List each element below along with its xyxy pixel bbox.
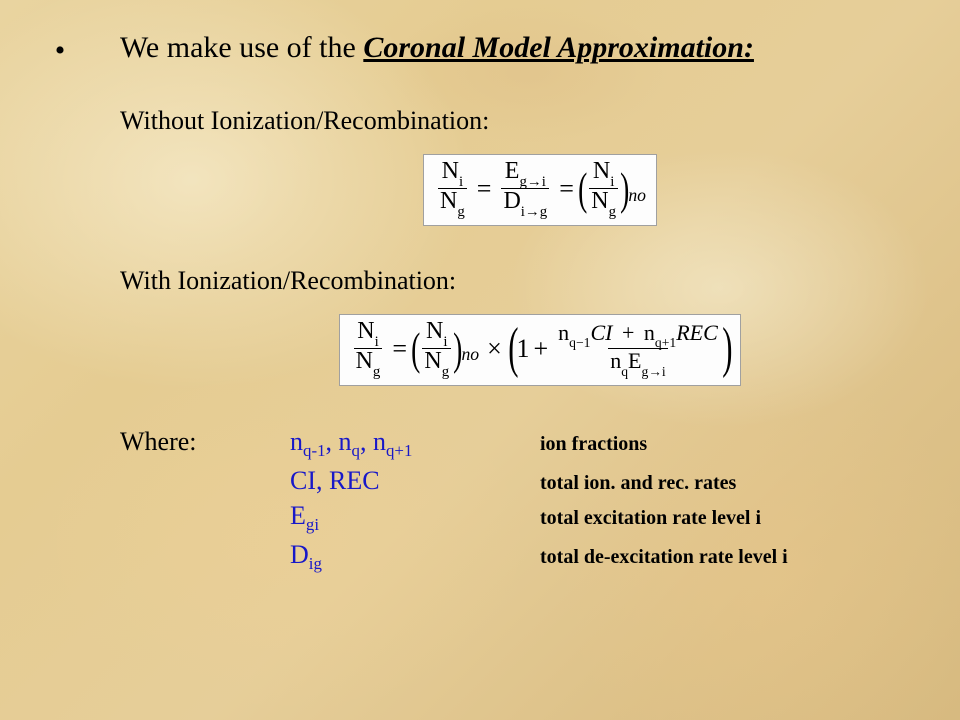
where-sym-1: CI, REC xyxy=(290,463,540,498)
eq2-db: E xyxy=(628,348,641,373)
where-desc-3: total de-excitation rate level i xyxy=(540,544,788,571)
eq1-rhs-den: N xyxy=(591,188,608,214)
eq1-mid-den-sub: i→g xyxy=(521,204,547,220)
eq2-p1-num-sub: i xyxy=(443,334,447,350)
eq1-mid-num-sub: g→i xyxy=(519,174,545,190)
eq1-lhs-num-sub: i xyxy=(459,174,463,190)
equation-2-wrap: Ni Ng = ( Ni Ng ) no × xyxy=(120,314,960,386)
eq1-rhs-num-sub: i xyxy=(610,174,614,190)
eq2-na-rate: CI xyxy=(590,320,612,345)
eq2-lhs-den-sub: g xyxy=(373,364,380,380)
eq1-equals-1: = xyxy=(477,174,492,204)
big-rparen-icon: ) xyxy=(722,326,732,371)
where-sym-0: nq-1, nq, nq+1 xyxy=(290,424,540,463)
eq2-nb-rate: REC xyxy=(676,320,718,345)
eq2-plus: + xyxy=(533,334,548,364)
heading-prefix: We make use of the xyxy=(120,31,363,64)
eq1-rhs-outer-sub: no xyxy=(628,185,646,206)
where-row-2: Egi total excitation rate level i xyxy=(120,498,960,537)
equation-1-wrap: Ni Ng = Eg→i Di→g = ( Ni Ng xyxy=(120,154,960,226)
eq1-mid-num: E xyxy=(505,158,520,184)
eq2-da-sub: q xyxy=(621,364,628,379)
where-row-0: Where: nq-1, nq, nq+1 ion fractions xyxy=(120,424,960,463)
where-desc-0: ion fractions xyxy=(540,431,647,458)
eq1-lhs-den: N xyxy=(440,188,457,214)
eq2-p1-num: N xyxy=(426,318,443,344)
eq2-na: n xyxy=(558,320,569,345)
eq1-rhs: ( Ni Ng ) no xyxy=(580,159,646,219)
slide-body: Without Ionization/Recombination: Ni Ng … xyxy=(120,106,960,576)
section-with: With Ionization/Recombination: Ni Ng = (… xyxy=(120,266,960,386)
eq1-rhs-frac: Ni Ng xyxy=(589,159,618,219)
eq1-rhs-den-sub: g xyxy=(609,204,616,220)
where-block: Where: nq-1, nq, nq+1 ion fractions CI, … xyxy=(120,424,960,576)
eq1-lhs: Ni Ng xyxy=(438,159,467,219)
eq2-db-sub: g→i xyxy=(641,364,665,379)
eq2-mult: × xyxy=(487,334,502,364)
eq2-nb: n xyxy=(644,320,655,345)
eq2-p1-den: N xyxy=(424,348,441,374)
eq1-mid: Eg→i Di→g xyxy=(501,159,549,219)
eq1-rhs-num: N xyxy=(593,158,610,184)
eq2-p1-den-sub: g xyxy=(442,364,449,380)
where-desc-1: total ion. and rec. rates xyxy=(540,470,736,497)
eq2-equals: = xyxy=(392,334,407,364)
eq2-da: n xyxy=(610,348,621,373)
eq2-bigfrac: nq−1CI + nq+1REC nqEg→i xyxy=(556,321,720,377)
eq2-nb-sub: q+1 xyxy=(655,335,676,350)
eq2-lhs-num-sub: i xyxy=(375,334,379,350)
where-desc-2: total excitation rate level i xyxy=(540,505,761,532)
equation-1: Ni Ng = Eg→i Di→g = ( Ni Ng xyxy=(423,154,657,226)
lparen-icon: ( xyxy=(411,329,420,368)
eq2-lhs-num: N xyxy=(357,318,374,344)
eq2-paren1: ( Ni Ng ) no xyxy=(413,319,479,379)
eq1-equals-2: = xyxy=(559,174,574,204)
where-sym-2: Egi xyxy=(290,498,540,537)
where-sym-3: Dig xyxy=(290,537,540,576)
eq2-paren1-frac: Ni Ng xyxy=(422,319,451,379)
where-row-1: CI, REC total ion. and rec. rates xyxy=(120,463,960,498)
eq1-mid-den: D xyxy=(503,188,520,214)
section-without: Without Ionization/Recombination: Ni Ng … xyxy=(120,106,960,226)
where-row-3: Dig total de-excitation rate level i xyxy=(120,537,960,576)
slide: • We make use of the Coronal Model Appro… xyxy=(0,0,960,576)
heading-emphasis: Coronal Model Approximation: xyxy=(363,31,754,64)
eq2-na-sub: q−1 xyxy=(569,335,590,350)
where-label: Where: xyxy=(120,424,290,459)
lparen-icon: ( xyxy=(578,169,587,208)
slide-heading: We make use of the Coronal Model Approxi… xyxy=(120,30,754,66)
eq2-p1-outer-sub: no xyxy=(461,344,479,365)
eq2-lhs-den: N xyxy=(356,348,373,374)
eq1-lhs-num: N xyxy=(442,158,459,184)
eq2-bigparen: ( 1 + nq−1CI + nq+1REC nqEg→i xyxy=(510,321,731,377)
eq1-lhs-den-sub: g xyxy=(457,204,464,220)
section2-label: With Ionization/Recombination: xyxy=(120,266,960,296)
heading-row: • We make use of the Coronal Model Appro… xyxy=(0,30,960,66)
equation-2: Ni Ng = ( Ni Ng ) no × xyxy=(339,314,742,386)
big-lparen-icon: ( xyxy=(508,326,518,371)
eq2-lhs: Ni Ng xyxy=(354,319,383,379)
bullet-glyph: • xyxy=(0,30,120,66)
section1-label: Without Ionization/Recombination: xyxy=(120,106,960,136)
